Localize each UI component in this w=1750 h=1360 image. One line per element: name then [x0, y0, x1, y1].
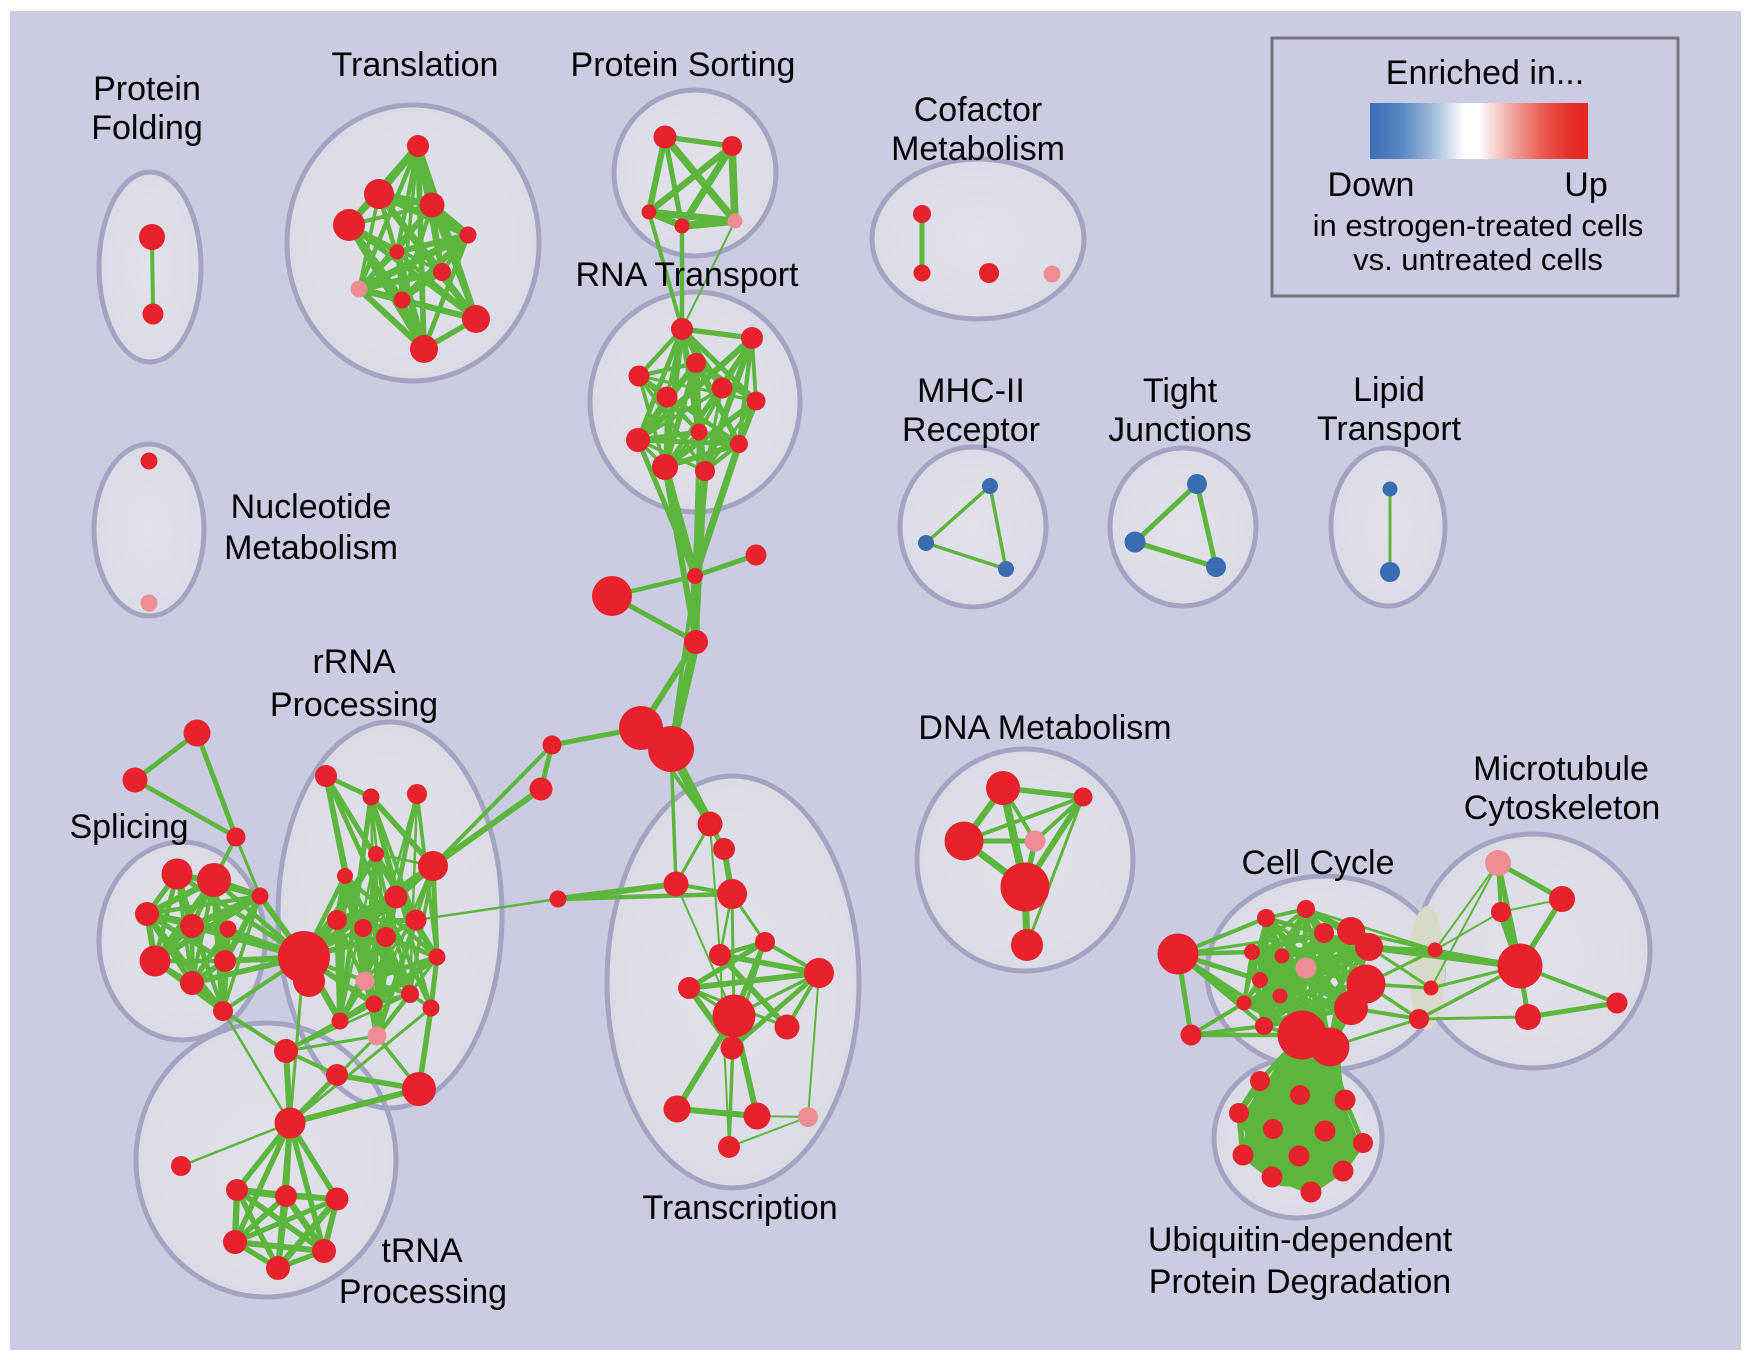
svg-text:Protein: Protein — [93, 70, 201, 108]
svg-text:vs. untreated cells: vs. untreated cells — [1353, 242, 1603, 277]
svg-text:tRNA: tRNA — [381, 1232, 463, 1270]
svg-text:Cofactor: Cofactor — [914, 91, 1043, 129]
svg-text:Metabolism: Metabolism — [224, 529, 398, 567]
svg-text:Cell Cycle: Cell Cycle — [1241, 844, 1394, 882]
svg-text:Transcription: Transcription — [642, 1189, 837, 1227]
svg-text:Protein Sorting: Protein Sorting — [571, 46, 796, 84]
svg-text:in estrogen-treated cells: in estrogen-treated cells — [1313, 208, 1644, 243]
svg-text:Microtubule: Microtubule — [1473, 750, 1649, 788]
svg-text:Lipid: Lipid — [1353, 371, 1425, 409]
svg-text:Receptor: Receptor — [902, 411, 1040, 449]
svg-text:Processing: Processing — [270, 686, 438, 724]
svg-text:Up: Up — [1564, 166, 1607, 204]
svg-text:Translation: Translation — [332, 46, 499, 84]
svg-text:Ubiquitin-dependent: Ubiquitin-dependent — [1148, 1221, 1453, 1259]
svg-text:MHC-II: MHC-II — [917, 372, 1025, 410]
svg-text:Tight: Tight — [1143, 372, 1218, 410]
svg-text:rRNA: rRNA — [312, 643, 395, 681]
svg-text:Enriched in...: Enriched in... — [1386, 54, 1584, 92]
svg-text:Processing: Processing — [339, 1273, 507, 1311]
svg-text:Protein Degradation: Protein Degradation — [1149, 1263, 1451, 1301]
svg-text:Down: Down — [1328, 166, 1415, 204]
svg-text:Metabolism: Metabolism — [891, 130, 1065, 168]
svg-text:Transport: Transport — [1317, 410, 1462, 448]
svg-text:RNA Transport: RNA Transport — [576, 256, 800, 294]
svg-text:Nucleotide: Nucleotide — [231, 488, 392, 526]
svg-text:DNA Metabolism: DNA Metabolism — [918, 709, 1171, 747]
svg-text:Cytoskeleton: Cytoskeleton — [1464, 789, 1661, 827]
svg-text:Folding: Folding — [91, 109, 203, 147]
svg-text:Splicing: Splicing — [69, 808, 188, 846]
svg-text:Junctions: Junctions — [1108, 411, 1252, 449]
